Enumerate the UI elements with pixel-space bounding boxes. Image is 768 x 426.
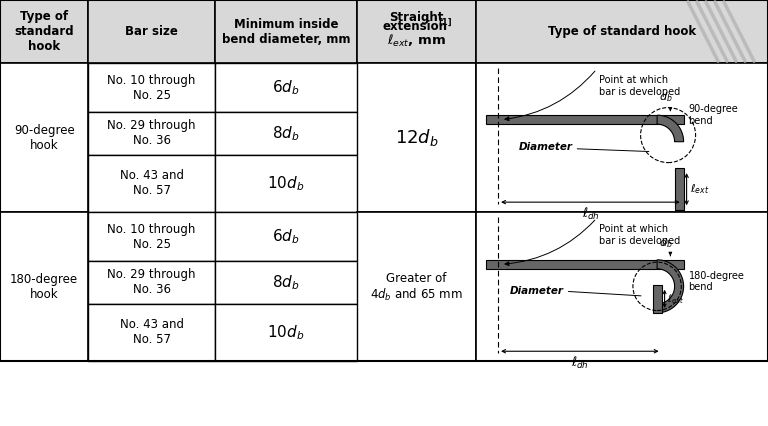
Text: Diameter: Diameter bbox=[518, 142, 572, 152]
Bar bbox=[653, 285, 661, 313]
Bar bbox=[88, 63, 215, 112]
Text: $6d_b$: $6d_b$ bbox=[273, 78, 300, 97]
Bar bbox=[215, 212, 357, 261]
Bar bbox=[486, 115, 684, 124]
Bar bbox=[88, 155, 215, 212]
Bar bbox=[486, 260, 684, 269]
Text: $\ell_{ext}$, mm: $\ell_{ext}$, mm bbox=[387, 32, 446, 49]
Bar bbox=[215, 155, 357, 212]
Text: Minimum inside
bend diameter, mm: Minimum inside bend diameter, mm bbox=[222, 17, 350, 46]
Text: 180-degree
hook: 180-degree hook bbox=[10, 273, 78, 301]
Bar bbox=[674, 168, 684, 210]
Bar bbox=[357, 212, 476, 361]
Text: Greater of: Greater of bbox=[386, 272, 447, 285]
Text: $4d_b$ and 65 mm: $4d_b$ and 65 mm bbox=[370, 287, 463, 303]
Text: Diameter: Diameter bbox=[510, 286, 564, 296]
Polygon shape bbox=[657, 260, 684, 313]
Bar bbox=[357, 63, 476, 212]
Text: Point at which
bar is developed: Point at which bar is developed bbox=[599, 224, 680, 246]
Text: No. 29 through
No. 36: No. 29 through No. 36 bbox=[108, 119, 196, 147]
Bar bbox=[88, 0, 215, 63]
Bar bbox=[215, 304, 357, 361]
Text: Bar size: Bar size bbox=[125, 25, 178, 38]
Bar bbox=[88, 212, 215, 261]
Text: Straight: Straight bbox=[389, 11, 444, 24]
Bar bbox=[476, 0, 768, 63]
Text: Point at which
bar is developed: Point at which bar is developed bbox=[599, 75, 680, 97]
Bar bbox=[357, 0, 476, 63]
Text: 90-degree
hook: 90-degree hook bbox=[14, 124, 74, 152]
Bar bbox=[0, 212, 88, 361]
Text: No. 43 and
No. 57: No. 43 and No. 57 bbox=[120, 170, 184, 197]
Bar bbox=[88, 304, 215, 361]
Text: [1]: [1] bbox=[439, 18, 452, 27]
Text: $12d_b$: $12d_b$ bbox=[395, 127, 439, 148]
Text: 180-degree
bend: 180-degree bend bbox=[689, 271, 744, 292]
Bar bbox=[88, 261, 215, 304]
Text: No. 29 through
No. 36: No. 29 through No. 36 bbox=[108, 268, 196, 296]
Bar bbox=[215, 63, 357, 112]
Text: No. 43 and
No. 57: No. 43 and No. 57 bbox=[120, 319, 184, 346]
Bar bbox=[476, 212, 768, 361]
Text: Type of standard hook: Type of standard hook bbox=[548, 25, 696, 38]
Polygon shape bbox=[657, 115, 684, 142]
Text: extension: extension bbox=[382, 20, 447, 33]
Text: $\ell_{dh}$: $\ell_{dh}$ bbox=[571, 355, 589, 371]
Bar bbox=[215, 261, 357, 304]
Bar bbox=[0, 0, 768, 361]
Bar bbox=[0, 63, 88, 212]
Bar bbox=[88, 112, 215, 155]
Text: No. 10 through
No. 25: No. 10 through No. 25 bbox=[108, 74, 196, 101]
Text: No. 10 through
No. 25: No. 10 through No. 25 bbox=[108, 223, 196, 250]
Text: $\ell_{dh}$: $\ell_{dh}$ bbox=[582, 206, 600, 222]
Text: 90-degree
bend: 90-degree bend bbox=[689, 104, 738, 126]
Text: $6d_b$: $6d_b$ bbox=[273, 227, 300, 246]
Text: $10d_b$: $10d_b$ bbox=[267, 323, 305, 342]
Bar bbox=[0, 0, 88, 63]
Text: $10d_b$: $10d_b$ bbox=[267, 174, 305, 193]
Text: $d_b$: $d_b$ bbox=[659, 236, 673, 250]
Bar bbox=[215, 112, 357, 155]
Bar bbox=[476, 63, 768, 212]
Bar bbox=[215, 0, 357, 63]
Text: $\ell_{ext}$: $\ell_{ext}$ bbox=[667, 292, 684, 306]
Text: $\ell_{ext}$: $\ell_{ext}$ bbox=[690, 182, 709, 196]
Text: Type of
standard
hook: Type of standard hook bbox=[15, 10, 74, 53]
Text: $d_b$: $d_b$ bbox=[659, 90, 673, 104]
Text: $8d_b$: $8d_b$ bbox=[273, 124, 300, 143]
Text: $8d_b$: $8d_b$ bbox=[273, 273, 300, 292]
